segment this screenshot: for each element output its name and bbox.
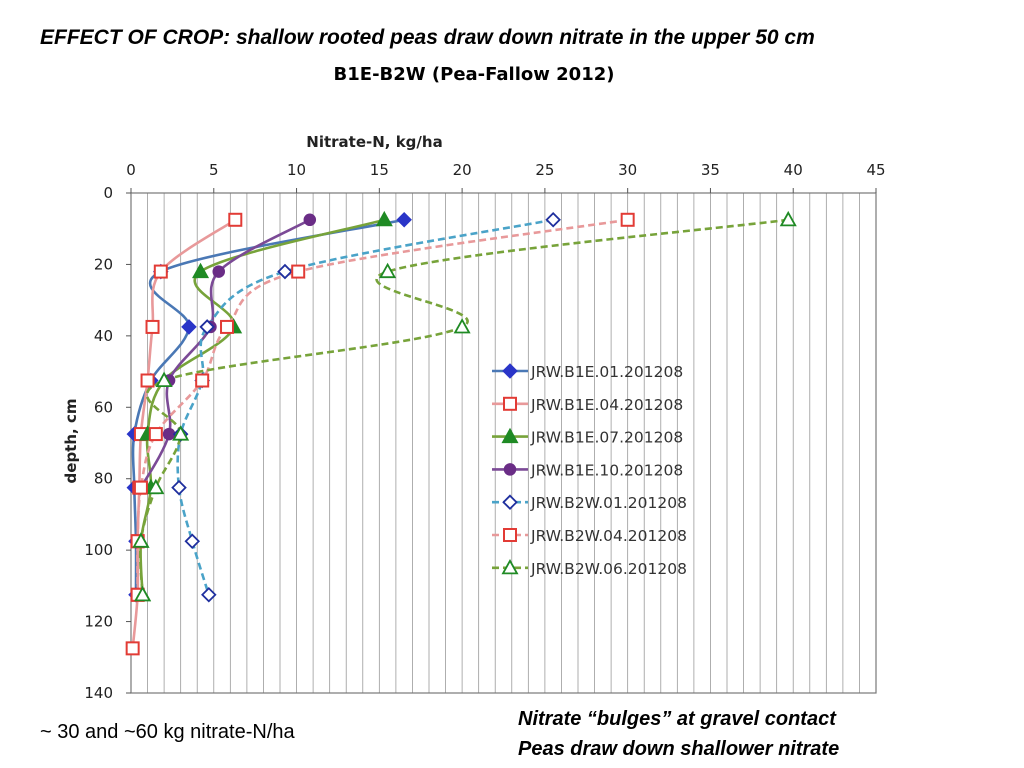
x-tick-label: 0	[126, 161, 136, 179]
legend-item-1: JRW.B1E.01.201208	[492, 363, 683, 381]
chart-title-wrap: B1E-B2W (Pea-Fallow 2012)	[0, 64, 1024, 85]
x-tick-label: 45	[866, 161, 885, 179]
legend-label: JRW.B1E.10.201208	[530, 461, 683, 479]
chart-title: B1E-B2W (Pea-Fallow 2012)	[333, 64, 615, 85]
slide-title: EFFECT OF CROP: shallow rooted peas draw…	[40, 26, 815, 49]
legend-label: JRW.B2W.04.201208	[530, 527, 687, 545]
note-left: ~ 30 and ~60 kg nitrate-N/ha	[40, 721, 295, 743]
x-tick-label: 40	[784, 161, 803, 179]
data-point	[303, 213, 317, 227]
legend-item-5: JRW.B2W.01.201208	[492, 494, 687, 512]
x-tick-label: 10	[287, 161, 306, 179]
data-point	[545, 212, 561, 228]
legend-item-2: JRW.B1E.04.201208	[492, 396, 683, 414]
y-tick-label: 120	[84, 613, 113, 631]
y-axis-label: depth, cm	[62, 399, 80, 484]
y-tick-label: 20	[94, 255, 113, 273]
plot-border	[130, 192, 877, 694]
note-right-line1: Nitrate “bulges” at gravel contact	[518, 708, 836, 730]
data-point	[277, 263, 293, 280]
data-point	[184, 533, 201, 549]
x-tick-label: 20	[453, 161, 472, 179]
series-markers-7	[132, 210, 797, 602]
data-point	[291, 264, 306, 279]
data-point	[172, 425, 190, 441]
data-point	[153, 264, 168, 279]
legend-item-3: JRW.B1E.07.201208	[492, 427, 683, 447]
data-point	[155, 371, 173, 388]
legend-item-6: JRW.B2W.04.201208	[492, 527, 687, 545]
data-point	[502, 363, 518, 379]
data-point	[148, 427, 163, 442]
data-point	[212, 265, 225, 278]
data-point	[220, 319, 235, 334]
x-axis-label: Nitrate-N, kg/ha	[306, 133, 442, 151]
series-line-7	[138, 218, 789, 595]
y-tick-label: 80	[94, 470, 113, 488]
y-tick-label: 60	[94, 398, 113, 416]
data-point	[503, 396, 517, 411]
data-point	[228, 212, 243, 227]
note-right: Nitrate “bulges” at gravel contact Peas …	[518, 704, 839, 764]
data-point	[133, 480, 148, 495]
legend-label: JRW.B1E.07.201208	[530, 429, 683, 447]
data-point	[195, 373, 210, 388]
data-point	[145, 319, 160, 334]
x-tick-label: 15	[370, 161, 389, 179]
note-right-line2: Peas draw down shallower nitrate	[518, 738, 840, 760]
legend-item-7: JRW.B2W.06.201208	[492, 558, 687, 578]
data-point	[199, 319, 215, 335]
legend-label: JRW.B2W.06.201208	[530, 560, 687, 578]
data-point	[453, 318, 471, 334]
data-point	[125, 641, 140, 656]
y-tick-label: 100	[84, 541, 113, 559]
data-point	[375, 210, 393, 227]
y-tick-label: 0	[103, 184, 113, 202]
legend-item-4: JRW.B1E.10.201208	[492, 461, 683, 479]
x-tick-label: 5	[209, 161, 219, 179]
data-point	[503, 528, 517, 542]
data-point	[502, 494, 518, 510]
data-point	[134, 585, 152, 602]
legend-label: JRW.B1E.04.201208	[530, 396, 683, 414]
data-point	[140, 373, 155, 388]
y-tick-label: 40	[94, 327, 113, 345]
x-tick-label: 25	[535, 161, 554, 179]
series-line-5	[176, 218, 554, 596]
data-point	[396, 212, 412, 228]
data-point	[620, 212, 635, 227]
legend-label: JRW.B2W.01.201208	[530, 494, 687, 512]
data-point	[501, 558, 519, 575]
data-point	[201, 587, 217, 603]
data-point	[132, 532, 150, 548]
legend-label: JRW.B1E.01.201208	[530, 363, 683, 381]
data-point	[192, 262, 210, 279]
data-point	[147, 478, 165, 495]
x-tick-label: 30	[618, 161, 637, 179]
data-point	[779, 210, 797, 227]
data-point	[181, 319, 197, 335]
y-tick-label: 140	[84, 684, 113, 702]
data-point	[379, 262, 397, 279]
data-point	[171, 479, 187, 496]
data-point	[503, 463, 517, 476]
x-tick-label: 35	[701, 161, 720, 179]
data-point	[501, 427, 519, 444]
